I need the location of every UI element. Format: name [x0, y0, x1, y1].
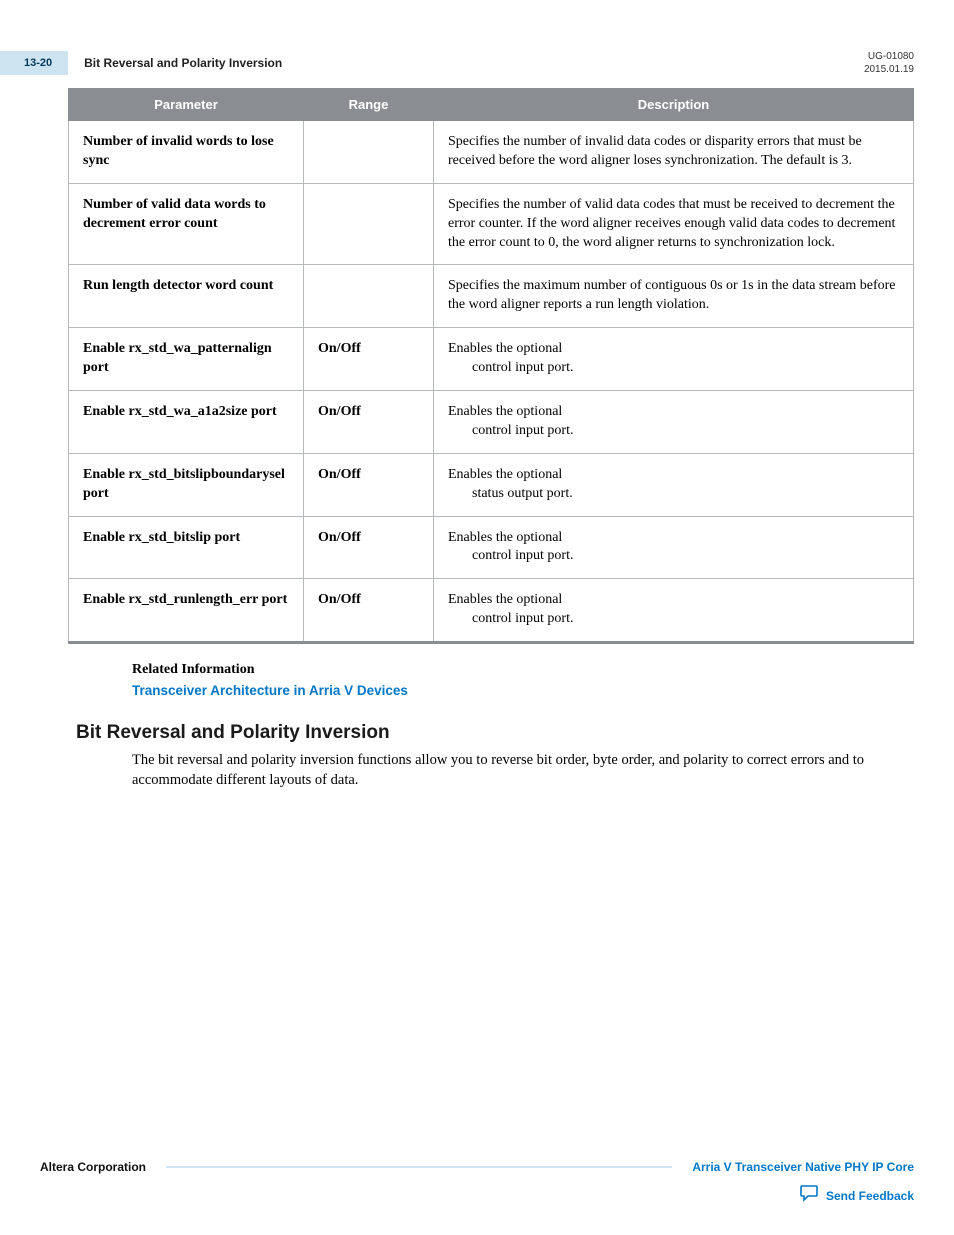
cell-parameter: Enable rx_std_wa_a1a2size port: [69, 391, 304, 454]
cell-description: Enables the optionalcontrol input port.: [434, 328, 914, 391]
cell-range: [304, 183, 434, 265]
related-link[interactable]: Transceiver Architecture in Arria V Devi…: [132, 683, 408, 698]
cell-range: On/Off: [304, 453, 434, 516]
cell-description: Enables the optionalcontrol input port.: [434, 516, 914, 579]
cell-parameter: Enable rx_std_runlength_err port: [69, 579, 304, 643]
doc-id: UG-01080: [864, 50, 914, 63]
cell-description: Specifies the maximum number of contiguo…: [434, 265, 914, 328]
cell-range: On/Off: [304, 516, 434, 579]
footer-doc-title: Arria V Transceiver Native PHY IP Core: [672, 1160, 914, 1174]
feedback-icon: [800, 1184, 820, 1207]
table-row: Enable rx_std_wa_patternalign portOn/Off…: [69, 328, 914, 391]
cell-description: Enables the optionalcontrol input port.: [434, 579, 914, 643]
related-heading: Related Information: [132, 662, 914, 678]
th-parameter: Parameter: [69, 89, 304, 121]
cell-range: On/Off: [304, 391, 434, 454]
page-number-tab: 13-20: [0, 51, 68, 75]
header-title: Bit Reversal and Polarity Inversion: [84, 56, 282, 70]
cell-range: [304, 265, 434, 328]
page-header: 13-20 Bit Reversal and Polarity Inversio…: [40, 50, 914, 76]
page-footer: Altera Corporation Arria V Transceiver N…: [40, 1160, 914, 1207]
cell-range: On/Off: [304, 579, 434, 643]
table-row: Enable rx_std_runlength_err portOn/OffEn…: [69, 579, 914, 643]
th-description: Description: [434, 89, 914, 121]
related-info: Related Information Transceiver Architec…: [132, 662, 914, 700]
table-row: Enable rx_std_bitslip portOn/OffEnables …: [69, 516, 914, 579]
table-row: Enable rx_std_wa_a1a2size portOn/OffEnab…: [69, 391, 914, 454]
parameter-table: Parameter Range Description Number of in…: [68, 88, 914, 644]
cell-parameter: Enable rx_std_bitslip port: [69, 516, 304, 579]
th-range: Range: [304, 89, 434, 121]
footer-company: Altera Corporation: [40, 1160, 166, 1174]
table-row: Run length detector word count Specifies …: [69, 265, 914, 328]
cell-description: Specifies the number of invalid data cod…: [434, 121, 914, 184]
cell-parameter: Number of invalid words to lose sync: [69, 121, 304, 184]
cell-range: On/Off: [304, 328, 434, 391]
cell-description: Enables the optionalcontrol input port.: [434, 391, 914, 454]
send-feedback-link[interactable]: Send Feedback: [826, 1189, 914, 1203]
table-row: Enable rx_std_bitslipboundarysel portOn/…: [69, 453, 914, 516]
header-meta: UG-01080 2015.01.19: [864, 50, 914, 76]
cell-parameter: Run length detector word count: [69, 265, 304, 328]
cell-range: [304, 121, 434, 184]
cell-parameter: Number of valid data words to decrement …: [69, 183, 304, 265]
section-body: The bit reversal and polarity inversion …: [132, 750, 894, 791]
cell-parameter: Enable rx_std_bitslipboundarysel port: [69, 453, 304, 516]
cell-description: Specifies the number of valid data codes…: [434, 183, 914, 265]
doc-date: 2015.01.19: [864, 63, 914, 76]
cell-parameter: Enable rx_std_wa_patternalign port: [69, 328, 304, 391]
footer-divider: [166, 1166, 672, 1168]
cell-description: Enables the optionalstatus output port.: [434, 453, 914, 516]
section-heading: Bit Reversal and Polarity Inversion: [76, 722, 914, 744]
table-row: Number of valid data words to decrement …: [69, 183, 914, 265]
table-row: Number of invalid words to lose sync Spec…: [69, 121, 914, 184]
